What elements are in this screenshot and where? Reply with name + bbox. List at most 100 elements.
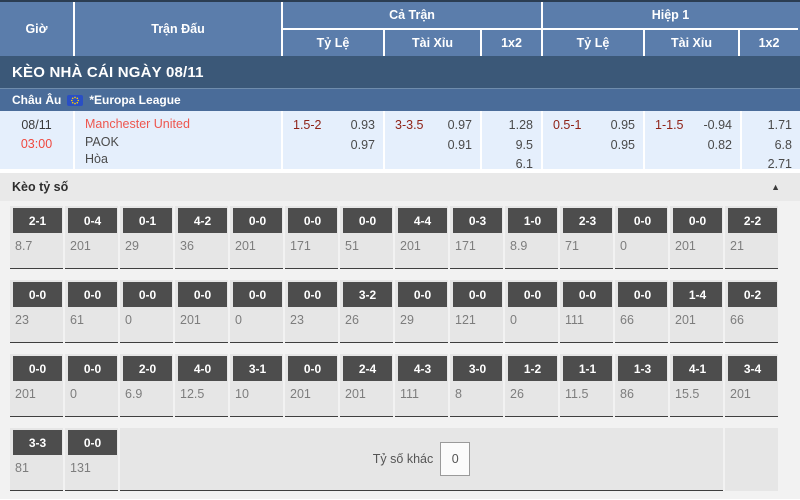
header-half-overunder: Tài Xỉu bbox=[645, 30, 740, 56]
home-team[interactable]: Manchester United bbox=[85, 117, 190, 131]
full-1x2-cell[interactable]: 1.28 9.5 6.1 bbox=[482, 111, 543, 171]
half-handicap-cell[interactable]: 0.5-1 0.95 0.95 bbox=[543, 111, 645, 169]
full-handicap-cell[interactable]: 1.5-2 0.93 0.97 bbox=[283, 111, 385, 169]
score-cell[interactable]: 2-1 8.7 bbox=[10, 206, 63, 269]
score-cell[interactable]: 0-0 201 bbox=[175, 280, 228, 343]
half-1x2-cell[interactable]: 1.71 6.8 2.71 bbox=[742, 111, 800, 171]
score-cell[interactable]: 0-0 121 bbox=[450, 280, 503, 343]
score-odds: 12.5 bbox=[180, 387, 205, 401]
score-odds: 51 bbox=[345, 239, 359, 253]
match-datetime: 08/11 03:00 bbox=[0, 111, 75, 169]
score-cell[interactable]: 3-4 201 bbox=[725, 354, 778, 417]
score-odds: 201 bbox=[675, 313, 696, 327]
score-cell[interactable]: 0-0 201 bbox=[670, 206, 723, 269]
score-badge: 0-0 bbox=[178, 282, 227, 307]
score-badge: 2-2 bbox=[728, 208, 777, 233]
score-cell[interactable]: 0-3 171 bbox=[450, 206, 503, 269]
score-badge: 4-0 bbox=[178, 356, 227, 381]
score-badge: 0-0 bbox=[13, 282, 62, 307]
odds-value: 0.97 bbox=[447, 118, 472, 132]
score-odds: 66 bbox=[620, 313, 634, 327]
half-overunder-cell[interactable]: 1-1.5 -0.94 0.82 bbox=[645, 111, 742, 169]
score-odds: 111 bbox=[400, 387, 420, 401]
score-odds: 26 bbox=[345, 313, 359, 327]
score-odds: 0 bbox=[510, 313, 517, 327]
score-badge: 0-0 bbox=[13, 356, 62, 381]
score-grid: 2-1 8.7 0-4 201 0-1 29 4-2 36 0-0 201 0-0 171 0-0 51 4… bbox=[10, 206, 800, 491]
score-cell[interactable]: 4-0 12.5 bbox=[175, 354, 228, 417]
score-odds: 201 bbox=[400, 239, 421, 253]
score-cell[interactable]: 2-0 6.9 bbox=[120, 354, 173, 417]
full-overunder-cell[interactable]: 3-3.5 0.97 0.91 bbox=[385, 111, 482, 169]
score-cell[interactable]: 3-3 81 bbox=[10, 428, 63, 491]
score-badge: 4-4 bbox=[398, 208, 447, 233]
score-odds: 171 bbox=[290, 239, 311, 253]
full-handicap-odds: 0.93 0.97 bbox=[351, 116, 375, 169]
score-odds: 201 bbox=[235, 239, 256, 253]
score-cell[interactable]: 2-4 201 bbox=[340, 354, 393, 417]
score-badge: 0-0 bbox=[68, 282, 117, 307]
score-section-header[interactable]: Kèo tỷ số ▲ bbox=[0, 173, 800, 201]
score-cell[interactable]: 0-0 29 bbox=[395, 280, 448, 343]
score-cell[interactable]: 0-0 0 bbox=[615, 206, 668, 269]
score-cell[interactable]: 4-2 36 bbox=[175, 206, 228, 269]
odds-value: 6.1 bbox=[515, 157, 533, 171]
collapse-icon[interactable]: ▲ bbox=[771, 182, 780, 192]
score-cell[interactable]: 1-4 201 bbox=[670, 280, 723, 343]
score-badge: 1-2 bbox=[508, 356, 557, 381]
score-cell[interactable]: 0-0 66 bbox=[615, 280, 668, 343]
score-cell[interactable]: 4-3 111 bbox=[395, 354, 448, 417]
league-region: Châu Âu bbox=[12, 93, 62, 107]
score-cell[interactable]: 0-0 0 bbox=[65, 354, 118, 417]
score-odds: 71 bbox=[565, 239, 579, 253]
odds-value: 0.93 bbox=[350, 118, 375, 132]
score-cell[interactable]: 4-1 15.5 bbox=[670, 354, 723, 417]
score-cell[interactable]: 0-0 131 bbox=[65, 428, 118, 491]
score-odds: 8.7 bbox=[15, 239, 33, 253]
score-cell[interactable]: 0-0 61 bbox=[65, 280, 118, 343]
score-cell[interactable]: 2-3 71 bbox=[560, 206, 613, 269]
score-odds: 201 bbox=[730, 387, 751, 401]
score-cell[interactable]: 0-0 0 bbox=[230, 280, 283, 343]
header-time: Giờ bbox=[0, 2, 75, 56]
score-badge: 0-0 bbox=[343, 208, 392, 233]
score-badge: 2-0 bbox=[123, 356, 172, 381]
score-cell[interactable]: 4-4 201 bbox=[395, 206, 448, 269]
score-cell[interactable]: 0-0 171 bbox=[285, 206, 338, 269]
score-cell[interactable]: 3-2 26 bbox=[340, 280, 393, 343]
score-cell[interactable]: 0-0 201 bbox=[10, 354, 63, 417]
score-cell[interactable]: 1-1 11.5 bbox=[560, 354, 613, 417]
half-overunder-line: 1-1.5 bbox=[655, 118, 684, 132]
score-cell[interactable]: 0-2 66 bbox=[725, 280, 778, 343]
odds-value: 0.95 bbox=[610, 118, 635, 132]
full-handicap-line: 1.5-2 bbox=[293, 118, 322, 132]
score-cell[interactable]: 0-0 111 bbox=[560, 280, 613, 343]
score-badge: 2-4 bbox=[343, 356, 392, 381]
score-cell[interactable]: 1-0 8.9 bbox=[505, 206, 558, 269]
score-odds: 8 bbox=[455, 387, 462, 401]
away-team[interactable]: PAOK bbox=[85, 134, 119, 149]
score-cell[interactable]: 0-4 201 bbox=[65, 206, 118, 269]
header-match: Trận Đấu bbox=[75, 2, 283, 56]
score-cell[interactable]: 0-0 23 bbox=[285, 280, 338, 343]
score-badge: 1-1 bbox=[563, 356, 612, 381]
score-cell[interactable]: 0-0 0 bbox=[120, 280, 173, 343]
score-cell[interactable]: 0-0 23 bbox=[10, 280, 63, 343]
league-bar[interactable]: Châu Âu *Europa League bbox=[0, 89, 800, 111]
score-cell[interactable]: 0-1 29 bbox=[120, 206, 173, 269]
score-badge: 0-0 bbox=[233, 282, 282, 307]
score-badge: 1-0 bbox=[508, 208, 557, 233]
match-row: 08/11 03:00 Manchester United PAOK Hòa 1… bbox=[0, 111, 800, 171]
score-cell[interactable]: 1-3 86 bbox=[615, 354, 668, 417]
other-score-value[interactable]: 0 bbox=[440, 442, 471, 476]
score-cell[interactable]: 3-1 10 bbox=[230, 354, 283, 417]
score-cell[interactable]: 3-0 8 bbox=[450, 354, 503, 417]
score-cell[interactable]: 1-2 26 bbox=[505, 354, 558, 417]
score-cell[interactable]: 0-0 201 bbox=[285, 354, 338, 417]
score-cell[interactable]: 2-2 21 bbox=[725, 206, 778, 269]
score-cell[interactable]: 0-0 51 bbox=[340, 206, 393, 269]
match-teams: Manchester United PAOK Hòa bbox=[75, 111, 283, 169]
score-cell[interactable]: 0-0 0 bbox=[505, 280, 558, 343]
score-badge: 0-0 bbox=[233, 208, 282, 233]
score-cell[interactable]: 0-0 201 bbox=[230, 206, 283, 269]
